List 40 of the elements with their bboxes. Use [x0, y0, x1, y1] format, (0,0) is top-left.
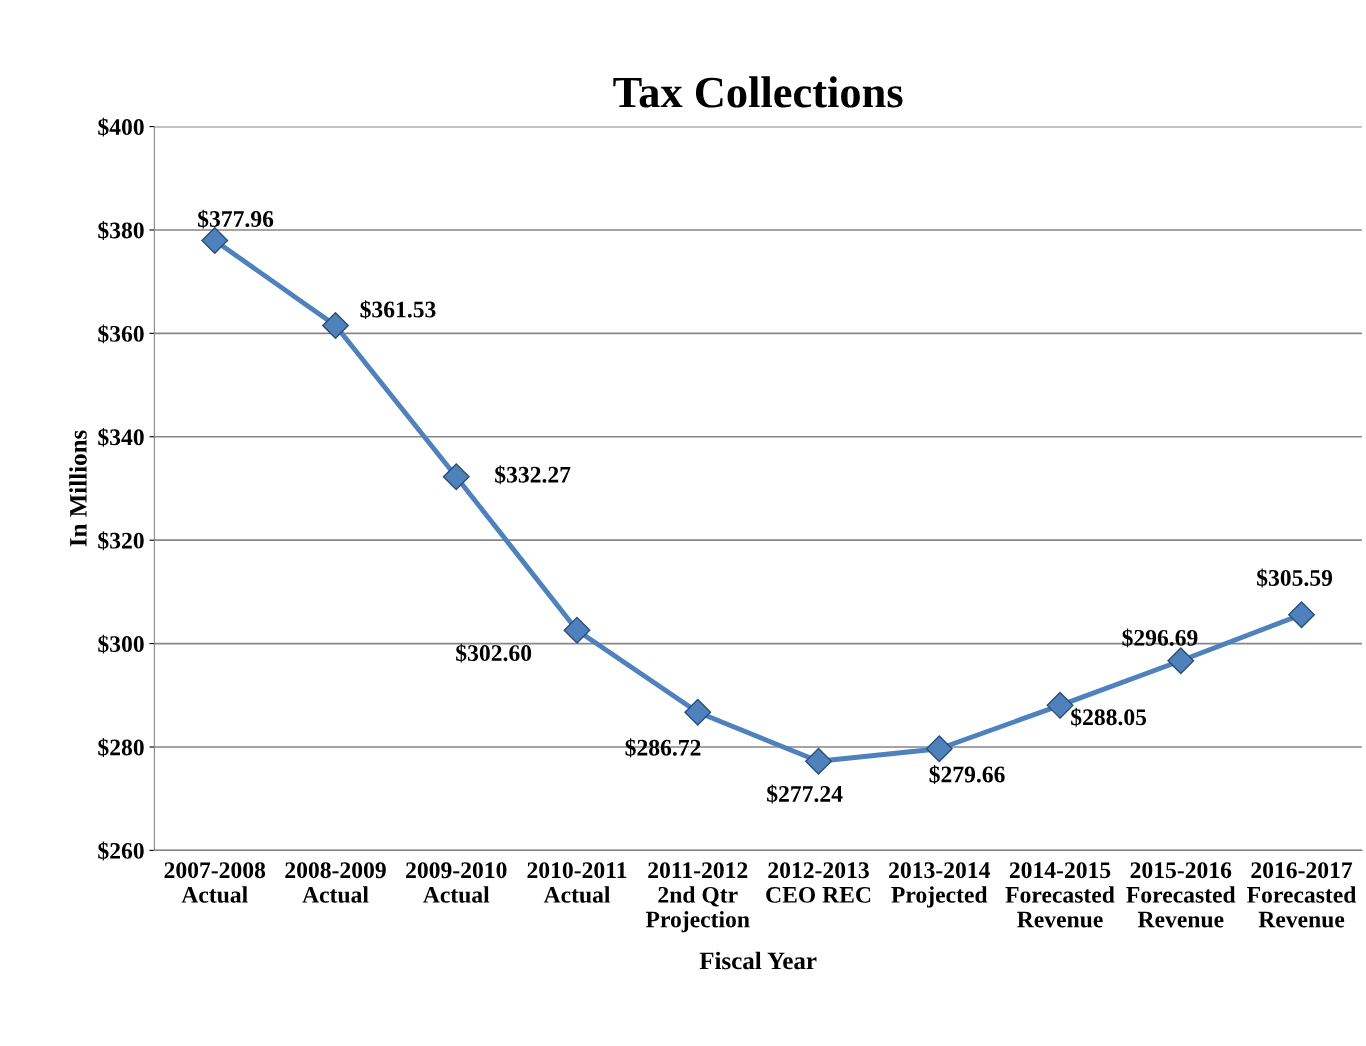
data-label: $277.24: [767, 784, 843, 804]
chart-title: Tax Collections: [613, 76, 903, 108]
data-label: $288.05: [1071, 707, 1147, 727]
x-tick-label: 2016-2017 Forecasted Revenue: [1247, 862, 1357, 928]
data-label: $296.69: [1122, 628, 1198, 648]
data-label: $332.27: [495, 465, 571, 485]
x-tick-label: 2015-2016 Forecasted Revenue: [1126, 862, 1236, 928]
point: [1167, 647, 1195, 675]
x-tick-label: 2008-2009 Actual: [285, 862, 386, 903]
x-tick-label: 2014-2015 Forecasted Revenue: [1005, 862, 1115, 928]
x-axis-title: Fiscal Year: [699, 951, 817, 970]
x-tick-label: 2007-2008 Actual: [164, 862, 266, 903]
data-label: $279.66: [929, 765, 1005, 785]
point: [322, 312, 349, 339]
point: [925, 735, 953, 763]
data-label: $361.53: [360, 300, 436, 320]
data-label: $377.96: [198, 209, 274, 229]
y-tick-label: $320: [98, 531, 144, 551]
x-tick-label: 2009-2010 Actual: [406, 862, 507, 903]
y-tick-label: $280: [98, 738, 144, 757]
point: [1288, 601, 1315, 629]
point: [201, 227, 229, 254]
y-tick-label: $380: [98, 221, 144, 240]
point: [563, 616, 591, 644]
data-label: $302.60: [456, 643, 532, 663]
x-tick-label: 2010-2011 Actual: [527, 862, 627, 903]
point: [805, 747, 832, 775]
y-tick-label: $300: [98, 634, 144, 654]
y-axis-title: In Millions: [69, 430, 87, 547]
y-tick-label: $400: [98, 117, 144, 137]
data-label: $286.72: [625, 738, 701, 758]
y-tick-label: $260: [98, 841, 144, 861]
x-tick-label: 2013-2014 Projected: [889, 862, 990, 908]
point: [684, 698, 712, 726]
point: [442, 463, 470, 491]
y-tick-label: $340: [98, 427, 144, 447]
data-label: $305.59: [1257, 568, 1333, 588]
x-tick-label: 2012-2013 CEO REC: [766, 862, 871, 903]
y-tick-label: $360: [98, 324, 144, 344]
x-tick-label: 2011-2012 2nd Qtr Projection: [645, 862, 750, 933]
